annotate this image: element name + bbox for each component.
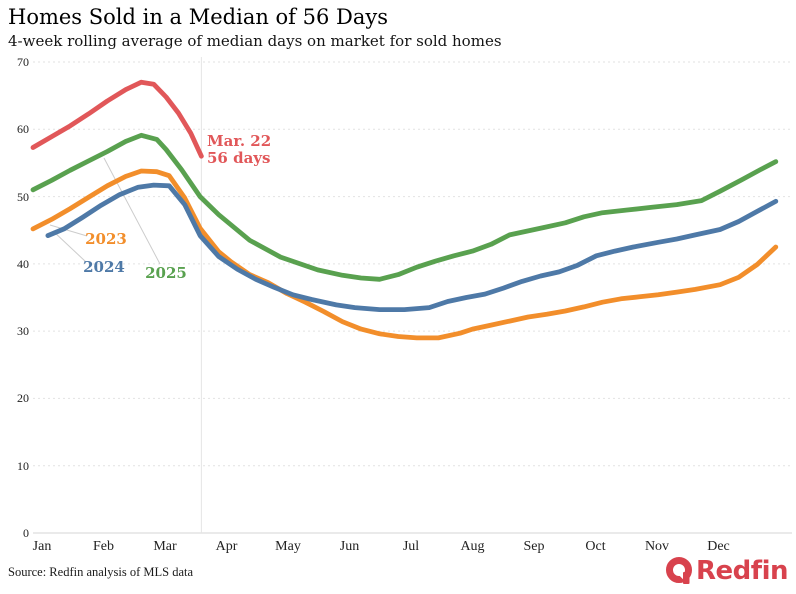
leader-2023: [49, 224, 88, 237]
line-2025: [30, 132, 779, 282]
y-tick-label-60: 60: [17, 122, 29, 137]
leader-2025: [103, 157, 161, 265]
y-tick-label-0: 0: [23, 526, 29, 540]
x-tick-label-jun: Jun: [339, 539, 360, 554]
x-tick-label-feb: Feb: [93, 539, 114, 554]
series-label-2023: 2023: [85, 230, 127, 248]
line-2024: [45, 182, 779, 313]
latest-value-days: 56 days: [207, 148, 271, 167]
redfin-logo-mark: [666, 557, 692, 584]
x-tick-label-apr: Apr: [215, 539, 238, 554]
x-tick-label-nov: Nov: [644, 539, 670, 554]
x-tick-label-sep: Sep: [523, 539, 545, 554]
y-tick-label-70: 70: [17, 55, 29, 69]
redfin-logo: Redfin: [665, 555, 789, 587]
x-tick-label-mar: Mar: [153, 539, 177, 554]
source-note: Source: Redfin analysis of MLS data: [8, 565, 194, 579]
page-title: Homes Sold in a Median of 56 Days: [8, 5, 389, 29]
latest-value-annotation: Mar. 22 56 days: [207, 133, 271, 166]
series-label-2024: 2024: [83, 258, 125, 276]
x-tick-label-oct: Oct: [585, 539, 606, 554]
x-tick-label-may: May: [275, 539, 301, 554]
y-tick-label-30: 30: [17, 324, 29, 339]
line-current: [30, 79, 204, 159]
line-2023: [30, 168, 779, 341]
y-tick-label-40: 40: [17, 256, 29, 271]
x-tick-label-dec: Dec: [707, 539, 730, 554]
chart-subtitle: 4-week rolling average of median days on…: [8, 32, 502, 50]
x-tick-label-jan: Jan: [32, 539, 52, 554]
y-tick-label-50: 50: [17, 189, 29, 204]
latest-value-date: Mar. 22: [207, 132, 272, 150]
series-label-2025: 2025: [145, 264, 187, 282]
x-tick-label-jul: Jul: [402, 539, 420, 554]
y-tick-label-10: 10: [17, 458, 29, 473]
leader-2024: [52, 230, 87, 263]
redfin-logo-text: Redfin: [696, 556, 789, 586]
y-tick-label-20: 20: [17, 391, 29, 406]
x-tick-label-aug: Aug: [460, 539, 485, 554]
